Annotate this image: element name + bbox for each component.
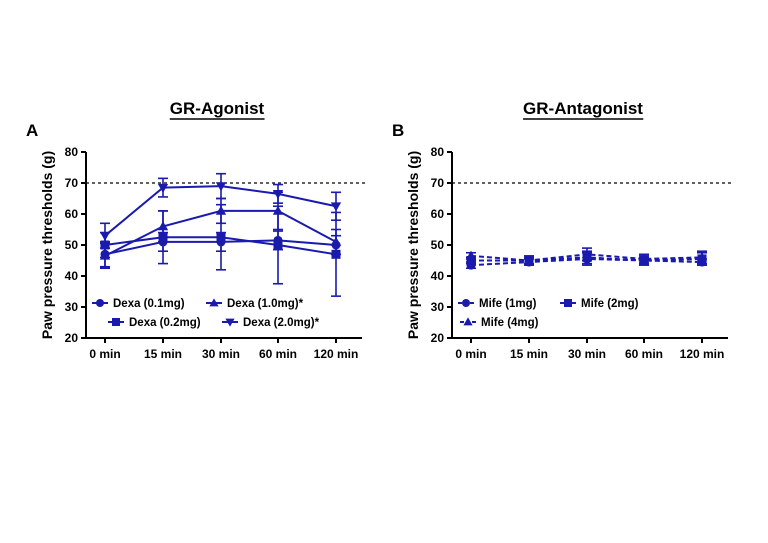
data-point <box>215 182 227 192</box>
legend-marker <box>564 299 572 307</box>
legend-item: Dexa (2.0mg)* <box>222 317 320 329</box>
data-point <box>157 221 169 231</box>
data-point <box>215 205 227 215</box>
data-point <box>466 256 476 265</box>
legend-label: Mife (1mg) <box>479 298 537 310</box>
data-point <box>523 255 535 265</box>
series-dexa-1-0mg <box>99 191 342 270</box>
data-point <box>581 249 593 259</box>
legend-item: Dexa (0.1mg) <box>92 298 185 310</box>
series-dexa-2-0mg <box>99 172 342 249</box>
legend-label: Dexa (1.0mg)* <box>227 298 304 310</box>
x-tick-label: 120 min <box>680 347 725 361</box>
legend-label: Dexa (0.2mg) <box>129 317 201 329</box>
y-tick-label: 50 <box>431 238 445 252</box>
panel-title: GR-Agonist <box>170 99 265 118</box>
x-tick-label: 60 min <box>625 347 663 361</box>
legend-marker <box>462 299 470 307</box>
x-tick-label: 120 min <box>314 347 359 361</box>
legend-label: Mife (4mg) <box>481 317 539 329</box>
legend-item: Mife (1mg) <box>458 298 537 310</box>
legend-marker <box>209 298 219 307</box>
legend-item: Dexa (0.2mg) <box>108 317 201 329</box>
panel-letter: A <box>26 121 38 140</box>
legend-item: Mife (4mg) <box>460 317 539 329</box>
data-point <box>330 202 342 212</box>
legend-marker <box>463 317 473 326</box>
legend-label: Dexa (2.0mg)* <box>243 317 320 329</box>
data-point <box>465 250 477 260</box>
y-tick-label: 40 <box>431 269 445 283</box>
x-tick-label: 60 min <box>259 347 297 361</box>
data-point <box>216 232 226 242</box>
y-tick-label: 80 <box>65 145 79 159</box>
panel-gr-agonist: GR-Agonist A Paw pressure thresholds (g)… <box>26 99 368 361</box>
legend: Dexa (0.1mg) Dexa (1.0mg)* Dexa (0.2mg) Dex… <box>92 298 320 329</box>
y-tick-label: 20 <box>65 331 79 345</box>
x-tick-label: 15 min <box>144 347 182 361</box>
x-tick-label: 15 min <box>510 347 548 361</box>
y-tick-label: 30 <box>431 300 445 314</box>
y-tick-label: 40 <box>65 269 79 283</box>
data-point <box>272 205 284 215</box>
y-axis-label: Paw pressure thresholds (g) <box>405 151 421 339</box>
legend: Mife (1mg) Mife (2mg) Mife (4mg) <box>458 298 639 329</box>
data-point <box>157 183 169 193</box>
y-tick-label: 80 <box>431 145 445 159</box>
legend-marker <box>96 299 104 307</box>
series-mife-4mg <box>465 247 708 265</box>
y-tick-label: 20 <box>431 331 445 345</box>
data-point <box>330 236 342 246</box>
y-tick-label: 70 <box>65 176 79 190</box>
y-tick-label: 60 <box>431 207 445 221</box>
legend-label: Dexa (0.1mg) <box>113 298 185 310</box>
y-axis-label: Paw pressure thresholds (g) <box>39 151 55 339</box>
data-point <box>638 253 650 263</box>
panel-letter: B <box>392 121 404 140</box>
legend-item: Mife (2mg) <box>560 298 639 310</box>
legend-label: Mife (2mg) <box>581 298 639 310</box>
x-tick-label: 30 min <box>202 347 240 361</box>
y-tick-label: 30 <box>65 300 79 314</box>
legend-marker <box>112 318 120 326</box>
data-point <box>272 190 284 200</box>
data-point <box>696 252 708 262</box>
x-tick-label: 0 min <box>89 347 120 361</box>
y-tick-label: 60 <box>65 207 79 221</box>
x-tick-label: 30 min <box>568 347 606 361</box>
y-tick-label: 70 <box>431 176 445 190</box>
panel-gr-antagonist: GR-Antagonist B Paw pressure thresholds … <box>392 99 734 361</box>
legend-item: Dexa (1.0mg)* <box>206 298 304 310</box>
data-point <box>273 240 283 250</box>
y-tick-label: 50 <box>65 238 79 252</box>
data-point <box>99 250 111 260</box>
data-point <box>99 231 111 241</box>
x-tick-label: 0 min <box>455 347 486 361</box>
panel-title: GR-Antagonist <box>523 99 643 118</box>
legend-marker <box>225 318 235 327</box>
